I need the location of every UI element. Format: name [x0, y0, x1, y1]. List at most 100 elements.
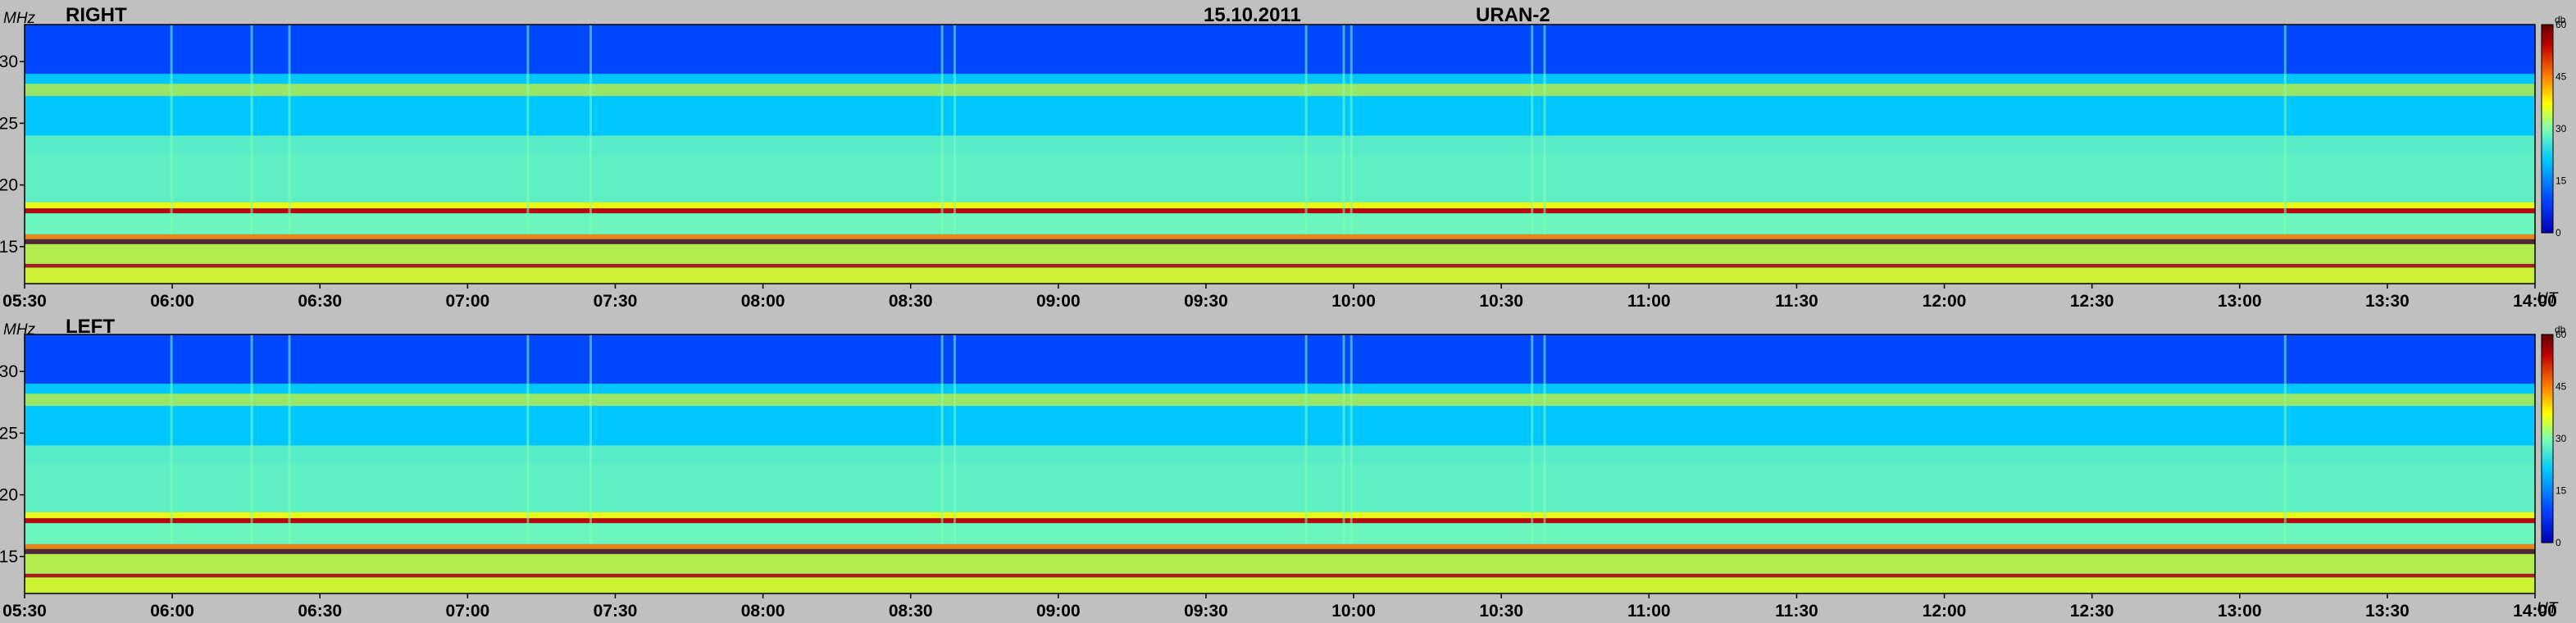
interference-streak — [288, 25, 291, 234]
x-tick-label: 10:00 — [1331, 602, 1376, 621]
y-tick-label: 30 — [0, 362, 18, 381]
x-tick-label: 13:00 — [2218, 292, 2262, 311]
colorbar-tick-label: 0 — [2556, 537, 2561, 548]
x-tick-label: 12:30 — [2070, 602, 2114, 621]
frequency-band — [25, 334, 2535, 384]
x-tick-label: 11:00 — [1627, 602, 1671, 621]
interference-streak — [2283, 25, 2287, 234]
instrument-label: URAN-2 — [1476, 4, 1550, 26]
colorbar-tick-label: 30 — [2556, 123, 2567, 134]
colorbar-tick-label: 15 — [2556, 485, 2567, 497]
spectrogram-bands-left — [25, 334, 2535, 593]
y-tick-label: 15 — [0, 548, 18, 566]
x-tick-label: 13:00 — [2218, 602, 2262, 621]
interference-streak — [953, 334, 956, 544]
colorbar-ticks-right: db 0 15 30 45 60 — [2555, 14, 2567, 239]
frequency-band — [25, 512, 2535, 519]
frequency-band — [25, 202, 2535, 209]
interference-streak — [288, 334, 291, 544]
x-tick-label: 13:30 — [2365, 292, 2410, 311]
x-tick-label: 10:30 — [1479, 602, 1523, 621]
interference-streak — [250, 334, 253, 544]
colorbar-tick-label: 45 — [2556, 71, 2567, 83]
spectrogram-streaks-left — [170, 334, 2287, 544]
frequency-band — [25, 406, 2535, 446]
frequency-band — [25, 267, 2535, 284]
interference-streak — [1531, 334, 1534, 544]
y-tick-label: 15 — [0, 238, 18, 257]
y-ticks-right: 15 20 25 30 — [0, 52, 25, 257]
frequency-band — [25, 25, 2535, 75]
colorbar-tick-label: 45 — [2556, 381, 2567, 393]
interference-streak — [940, 334, 944, 544]
interference-streak — [250, 25, 253, 234]
colorbar-tick-label: 15 — [2556, 175, 2567, 187]
interference-streak — [589, 334, 592, 544]
y-tick-label: 30 — [0, 52, 18, 71]
x-tick-label: 08:00 — [741, 292, 785, 311]
frequency-band — [25, 518, 2535, 524]
interference-streak — [1342, 334, 1345, 544]
frequency-band — [25, 573, 2535, 578]
colorbar-right — [2541, 24, 2554, 234]
x-tick-label: 11:30 — [1775, 292, 1818, 311]
y-axis-label-right: MHz — [3, 10, 36, 27]
x-tick-label: 07:00 — [445, 602, 489, 621]
frequency-band — [25, 577, 2535, 593]
y-tick-label: 25 — [0, 114, 18, 133]
x-axis-unit-right: UT — [2537, 290, 2559, 307]
frequency-band — [25, 263, 2535, 268]
y-tick-label: 20 — [0, 176, 18, 195]
interference-streak — [1349, 334, 1353, 544]
interference-streak — [589, 25, 592, 234]
interference-streak — [940, 25, 944, 234]
x-tick-label: 09:30 — [1184, 602, 1228, 621]
x-tick-label: 14:00 — [2513, 292, 2557, 311]
x-tick-label: 12:00 — [1923, 602, 1967, 621]
x-tick-label: 05:30 — [2, 292, 47, 311]
frequency-band — [25, 553, 2535, 574]
interference-streak — [1531, 25, 1534, 234]
plot-frame-left — [24, 334, 2536, 594]
x-tick-label: 08:00 — [741, 602, 785, 621]
colorbar-tick-label: 30 — [2556, 433, 2567, 444]
interference-streak — [170, 334, 173, 544]
colorbar-unit-label: db — [2555, 324, 2566, 335]
x-tick-label: 11:30 — [1775, 602, 1818, 621]
x-tick-label: 06:00 — [150, 292, 194, 311]
frequency-band — [25, 84, 2535, 97]
x-tick-label: 12:30 — [2070, 292, 2114, 311]
x-tick-label: 10:00 — [1331, 292, 1376, 311]
spectrogram-streaks-right — [170, 25, 2287, 234]
frequency-band — [25, 523, 2535, 544]
x-axis-unit-left: UT — [2537, 600, 2559, 617]
frequency-band — [25, 548, 2535, 554]
interference-streak — [1543, 25, 1546, 234]
x-ticks-left: 05:30 06:00 06:30 07:00 07:30 08:00 08:30 09:00… — [2, 593, 2557, 621]
plot-frame-right — [24, 24, 2536, 284]
x-tick-label: 09:00 — [1036, 602, 1081, 621]
interference-streak — [2283, 334, 2287, 544]
date-label: 15.10.2011 — [1204, 4, 1301, 26]
x-tick-label: 10:30 — [1479, 292, 1523, 311]
colorbar-unit-label: db — [2555, 14, 2566, 25]
x-tick-label: 07:00 — [445, 292, 489, 311]
x-tick-label: 09:30 — [1184, 292, 1228, 311]
x-tick-label: 07:30 — [594, 292, 638, 311]
colorbar-tick-label: 60 — [2556, 329, 2567, 340]
colorbar-left — [2541, 334, 2554, 543]
x-tick-label: 08:30 — [889, 602, 933, 621]
x-tick-label: 12:00 — [1923, 292, 1967, 311]
spectrogram-bands-right — [25, 25, 2535, 284]
panel-title-right: RIGHT — [66, 4, 127, 26]
frequency-band — [25, 243, 2535, 264]
y-ticks-left: 15 20 25 30 — [0, 362, 25, 566]
x-tick-label: 14:00 — [2513, 602, 2557, 621]
colorbar-tick-label: 0 — [2556, 227, 2561, 239]
colorbar-ticks-left: db 0 15 30 45 60 — [2555, 324, 2567, 548]
x-tick-label: 06:30 — [298, 602, 342, 621]
x-tick-label: 06:00 — [150, 602, 194, 621]
